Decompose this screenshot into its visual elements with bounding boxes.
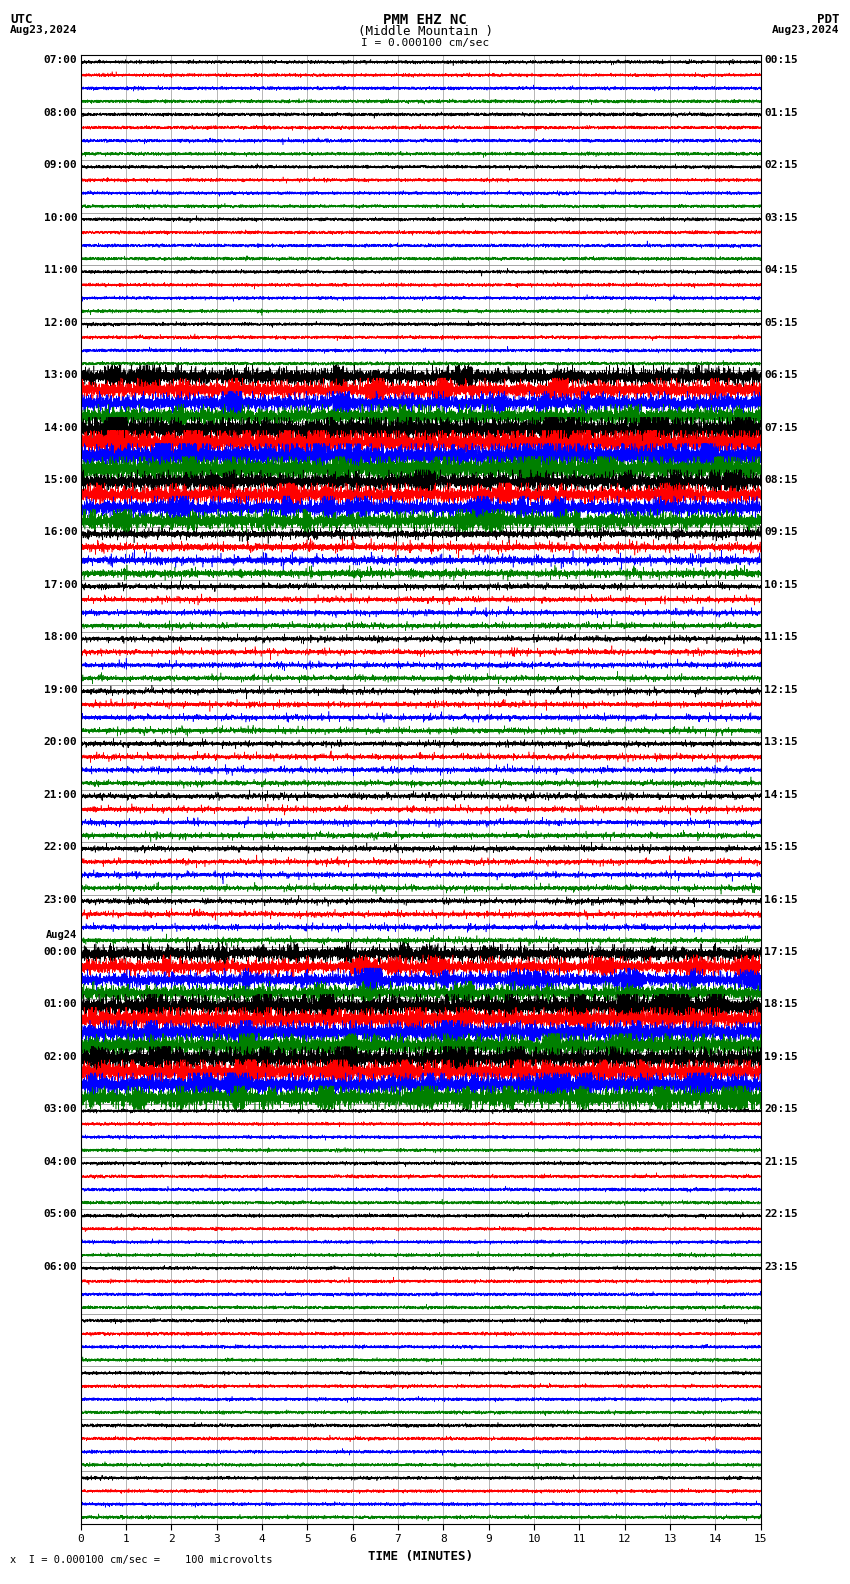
Text: 22:15: 22:15 [764,1209,798,1220]
Text: 21:00: 21:00 [43,789,77,800]
Text: 00:15: 00:15 [764,55,798,65]
Text: 03:00: 03:00 [43,1104,77,1114]
Text: 09:00: 09:00 [43,160,77,171]
Text: 15:15: 15:15 [764,843,798,852]
X-axis label: TIME (MINUTES): TIME (MINUTES) [368,1549,473,1563]
Text: 17:00: 17:00 [43,580,77,589]
Text: 20:15: 20:15 [764,1104,798,1114]
Text: 19:15: 19:15 [764,1052,798,1061]
Text: 10:15: 10:15 [764,580,798,589]
Text: 17:15: 17:15 [764,947,798,957]
Text: 07:15: 07:15 [764,423,798,432]
Text: 01:00: 01:00 [43,1000,77,1009]
Text: 02:15: 02:15 [764,160,798,171]
Text: 16:00: 16:00 [43,527,77,537]
Text: 08:15: 08:15 [764,475,798,485]
Text: 02:00: 02:00 [43,1052,77,1061]
Text: 18:00: 18:00 [43,632,77,642]
Text: 09:15: 09:15 [764,527,798,537]
Text: 05:00: 05:00 [43,1209,77,1220]
Text: 06:15: 06:15 [764,371,798,380]
Text: 04:00: 04:00 [43,1156,77,1167]
Text: 10:00: 10:00 [43,212,77,223]
Text: 01:15: 01:15 [764,108,798,117]
Text: I = 0.000100 cm/sec: I = 0.000100 cm/sec [361,38,489,48]
Text: 08:00: 08:00 [43,108,77,117]
Text: 14:00: 14:00 [43,423,77,432]
Text: UTC: UTC [10,13,32,25]
Text: x  I = 0.000100 cm/sec =    100 microvolts: x I = 0.000100 cm/sec = 100 microvolts [10,1555,273,1565]
Text: 11:15: 11:15 [764,632,798,642]
Text: 14:15: 14:15 [764,789,798,800]
Text: 18:15: 18:15 [764,1000,798,1009]
Text: 05:15: 05:15 [764,318,798,328]
Text: (Middle Mountain ): (Middle Mountain ) [358,25,492,38]
Text: 11:00: 11:00 [43,265,77,276]
Text: 23:15: 23:15 [764,1261,798,1272]
Text: 12:15: 12:15 [764,684,798,695]
Text: 13:00: 13:00 [43,371,77,380]
Text: 12:00: 12:00 [43,318,77,328]
Text: 06:00: 06:00 [43,1261,77,1272]
Text: 15:00: 15:00 [43,475,77,485]
Text: Aug23,2024: Aug23,2024 [10,25,77,35]
Text: 20:00: 20:00 [43,737,77,748]
Text: 21:15: 21:15 [764,1156,798,1167]
Text: 23:00: 23:00 [43,895,77,904]
Text: PMM EHZ NC: PMM EHZ NC [383,13,467,27]
Text: PDT: PDT [818,13,840,25]
Text: 22:00: 22:00 [43,843,77,852]
Text: 07:00: 07:00 [43,55,77,65]
Text: 03:15: 03:15 [764,212,798,223]
Text: Aug24: Aug24 [46,930,77,939]
Text: Aug23,2024: Aug23,2024 [773,25,840,35]
Text: 16:15: 16:15 [764,895,798,904]
Text: 19:00: 19:00 [43,684,77,695]
Text: 04:15: 04:15 [764,265,798,276]
Text: 00:00: 00:00 [43,947,77,957]
Text: 13:15: 13:15 [764,737,798,748]
